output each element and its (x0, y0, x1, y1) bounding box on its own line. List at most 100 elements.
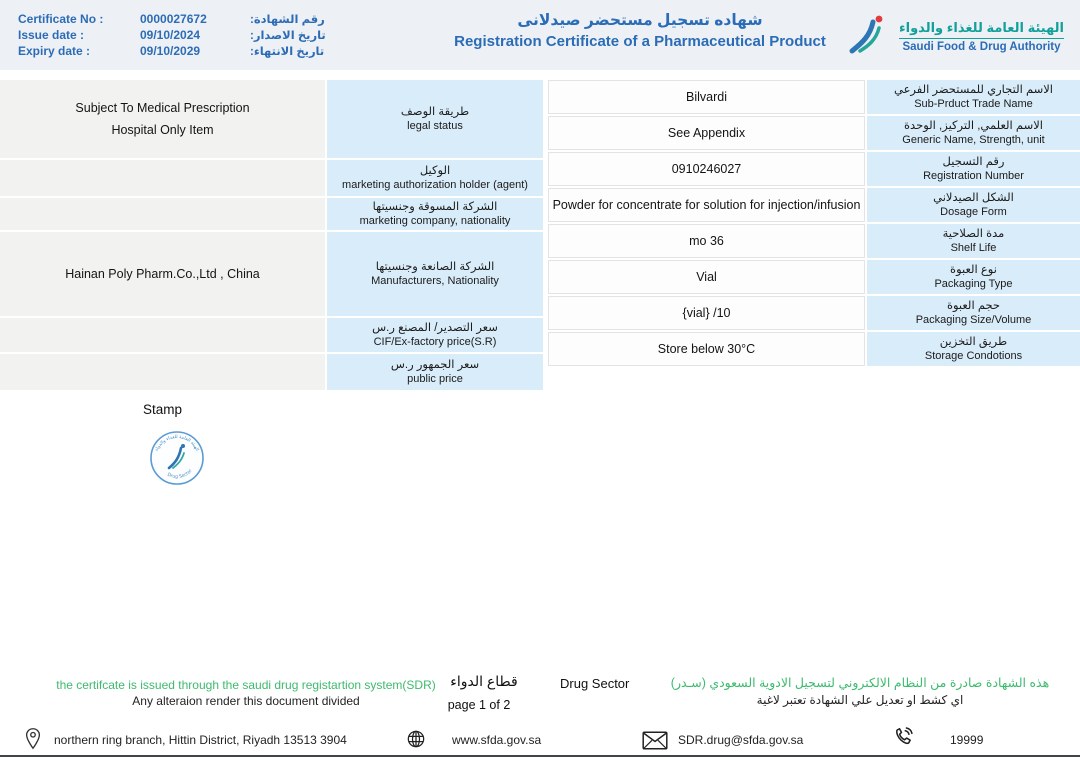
table-row-packaging-type: Vial نوع العبوة Packaging Type (548, 260, 1080, 294)
label-english: marketing authorization holder (agent) (342, 179, 528, 191)
label-arabic: طريقة الوصف (400, 106, 470, 118)
field-label: سعر الجمهور ر.س public price (327, 354, 543, 390)
field-label: حجم العبوة Packaging Size/Volume (867, 296, 1080, 330)
bottom-rule (0, 755, 1080, 757)
field-label: طريقة الوصف legal status (327, 80, 543, 158)
authority-name-arabic: الهيئة العامة للغذاء والدواء (899, 20, 1064, 39)
certificate-no-label: Certificate No : (18, 12, 104, 26)
field-value: {vial} /10 (548, 296, 865, 330)
sfda-figure-icon (846, 12, 892, 61)
label-arabic: نوع العبوة (950, 264, 997, 276)
field-label: الاسم العلمي, التركيز, الوحدة Generic Na… (867, 116, 1080, 150)
document-title: شهاده تسجيل مستحضر صيدلانى Registration … (428, 11, 852, 50)
table-row-agent: الوكيل marketing authorization holder (a… (0, 160, 543, 196)
field-label: سعر التصدير/ المصنع ر.س CIF/Ex-factory p… (327, 318, 543, 352)
table-row-legal-status: Subject To Medical Prescription Hospital… (0, 80, 543, 158)
note-alteration-warning-en: Any alteraion render this document divid… (132, 694, 360, 708)
table-row-shelf-life: mo 36 مدة الصلاحية Shelf Life (548, 224, 1080, 258)
field-value: mo 36 (548, 224, 865, 258)
sfda-logo-text: الهيئة العامة للغذاء والدواء Saudi Food … (899, 20, 1064, 53)
title-arabic: شهاده تسجيل مستحضر صيدلانى (517, 12, 763, 29)
label-english: CIF/Ex-factory price(S.R) (373, 336, 497, 348)
table-row-dosage-form: Powder for concentrate for solution for … (548, 188, 1080, 222)
label-english: Packaging Size/Volume (915, 314, 1032, 326)
value-line: Hainan Poly Pharm.Co.,Ltd , China (65, 267, 260, 281)
stamp-label: Stamp (143, 402, 183, 417)
label-arabic: الشركة الصانعة وجنسيتها (375, 261, 495, 273)
label-arabic: الاسم العلمي, التركيز, الوحدة (904, 120, 1043, 132)
field-value (0, 198, 325, 230)
field-label: الاسم التجاري للمستحضر الفرعي Sub-Prduct… (867, 80, 1080, 114)
label-arabic: سعر التصدير/ المصنع ر.س (372, 322, 498, 334)
issue-date-value: 09/10/2024 (140, 28, 201, 42)
field-value (0, 318, 325, 352)
meta-row-issue-date: Issue date : 09/10/2024 تاريخ الاصدار: (18, 27, 350, 43)
certificate-no-value: 0000027672 (140, 12, 207, 26)
field-value: Subject To Medical Prescription Hospital… (0, 80, 325, 158)
meta-row-certificate-no: Certificate No : 0000027672 رقم الشهادة: (18, 11, 350, 27)
field-value: Powder for concentrate for solution for … (548, 188, 865, 222)
table-row-storage-conditions: Store below 30°C طريق التخزين Storage Co… (548, 332, 1080, 366)
authority-name-english: Saudi Food & Drug Authority (902, 41, 1061, 53)
table-row-marketing-company: الشركة المسوقة وجنسيتها marketing compan… (0, 198, 543, 230)
field-label: الوكيل marketing authorization holder (a… (327, 160, 543, 196)
field-value: Bilvardi (548, 80, 865, 114)
meta-row-expiry-date: Expiry date : 09/10/2029 تاريخ الانتهاء: (18, 43, 350, 59)
issue-date-label: Issue date : (18, 28, 85, 42)
drug-sector-english: Drug Sector (560, 676, 630, 691)
label-arabic: الشكل الصيدلاني (933, 192, 1014, 204)
expiry-date-label-ar: تاريخ الانتهاء: (250, 46, 325, 58)
label-english: legal status (407, 120, 463, 132)
footer-email: SDR.drug@sfda.gov.sa (678, 733, 804, 747)
note-alteration-warning-arabic: اي كشط او تعديل علي الشهادة تعتبر لاغية (756, 693, 964, 707)
footer-address: northern ring branch, Hittin District, R… (54, 733, 347, 747)
label-arabic: رقم التسجيل (942, 156, 1005, 168)
field-value: 0910246027 (548, 152, 865, 186)
footer-phone: 19999 (950, 733, 984, 747)
field-value: See Appendix (548, 116, 865, 150)
field-label: الشركة الصانعة وجنسيتها Manufacturers, N… (327, 232, 543, 316)
label-arabic: مدة الصلاحية (942, 228, 1005, 240)
footer-website: www.sfda.gov.sa (452, 733, 542, 747)
field-value (0, 160, 325, 196)
phone-icon (892, 726, 914, 753)
table-row-manufacturer: Hainan Poly Pharm.Co.,Ltd , China الشركة… (0, 232, 543, 316)
certificate-meta: Certificate No : 0000027672 رقم الشهادة:… (18, 11, 350, 59)
label-english: Generic Name, Strength, unit (902, 134, 1045, 146)
label-english: Sub-Prduct Trade Name (914, 98, 1033, 110)
expiry-date-label: Expiry date : (18, 44, 91, 58)
table-row-trade-name: Bilvardi الاسم التجاري للمستحضر الفرعي S… (548, 80, 1080, 114)
header: Certificate No : 0000027672 رقم الشهادة:… (0, 0, 1080, 70)
label-arabic: طريق التخزين (939, 336, 1008, 348)
label-arabic: حجم العبوة (946, 300, 1001, 312)
field-value: Store below 30°C (548, 332, 865, 366)
field-label: الشكل الصيدلاني Dosage Form (867, 188, 1080, 222)
label-arabic: الوكيل (419, 165, 451, 177)
field-value (0, 354, 325, 390)
table-row-registration-number: 0910246027 رقم التسجيل Registration Numb… (548, 152, 1080, 186)
value-line: Hospital Only Item (111, 123, 214, 137)
field-label: طريق التخزين Storage Condotions (867, 332, 1080, 366)
field-label: نوع العبوة Packaging Type (867, 260, 1080, 294)
table-row-cif-price: سعر التصدير/ المصنع ر.س CIF/Ex-factory p… (0, 318, 543, 352)
drug-sector-arabic: قطاع الدواء (450, 673, 518, 689)
page-number: page 1 of 2 (447, 698, 511, 712)
table-row-packaging-size: {vial} /10 حجم العبوة Packaging Size/Vol… (548, 296, 1080, 330)
table-row-generic-name: See Appendix الاسم العلمي, التركيز, الوح… (548, 116, 1080, 150)
value-line: Subject To Medical Prescription (75, 101, 250, 115)
label-english: public price (407, 373, 463, 385)
label-english: Storage Condotions (924, 350, 1023, 362)
label-english: Packaging Type (934, 278, 1013, 290)
certificate-no-label-ar: رقم الشهادة: (250, 14, 325, 26)
label-arabic: الشركة المسوقة وجنسيتها (372, 201, 498, 213)
issue-date-label-ar: تاريخ الاصدار: (250, 30, 326, 42)
label-arabic: الاسم التجاري للمستحضر الفرعي (893, 84, 1054, 96)
label-english: Registration Number (923, 170, 1024, 182)
sfda-logo: الهيئة العامة للغذاء والدواء Saudi Food … (846, 12, 1064, 61)
globe-icon (406, 729, 426, 754)
stamp-seal-icon: الهيئة العامة للغذاء والدواء Drug Sector (148, 429, 206, 492)
field-label: رقم التسجيل Registration Number (867, 152, 1080, 186)
field-label: مدة الصلاحية Shelf Life (867, 224, 1080, 258)
table-row-public-price: سعر الجمهور ر.س public price (0, 354, 543, 390)
